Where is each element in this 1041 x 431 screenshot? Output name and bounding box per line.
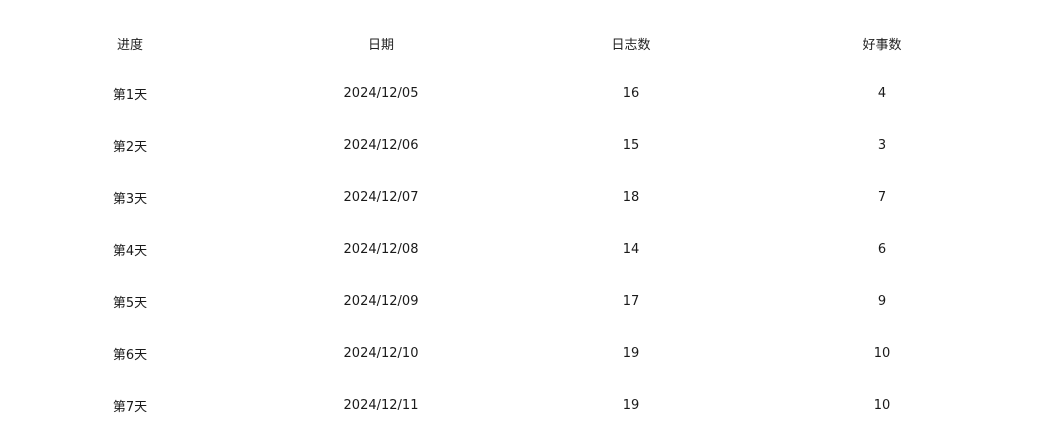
cell-progress: 第1天	[112, 87, 148, 103]
cell-log-count: 15	[622, 137, 640, 153]
cell-date: 2024/12/07	[343, 189, 419, 205]
table-row: 第7天 2024/12/11 19 10	[0, 379, 1041, 431]
cell-good-count: 3	[877, 137, 887, 153]
cell-good-count: 9	[877, 293, 887, 309]
cell-date: 2024/12/11	[343, 397, 419, 413]
cell-date: 2024/12/10	[343, 345, 419, 361]
cell-log-count: 19	[622, 345, 640, 361]
cell-log-count: 18	[622, 189, 640, 205]
cell-good-count: 6	[877, 241, 887, 257]
table-row: 第4天 2024/12/08 14 6	[0, 223, 1041, 275]
column-header-log-count: 日志数	[611, 37, 651, 53]
cell-progress: 第5天	[112, 295, 148, 311]
table-header-row: 进度 日期 日志数 好事数	[0, 17, 1041, 69]
cell-log-count: 16	[622, 85, 640, 101]
cell-good-count: 7	[877, 189, 887, 205]
cell-progress: 第6天	[112, 347, 148, 363]
cell-log-count: 14	[622, 241, 640, 257]
cell-good-count: 10	[873, 397, 891, 413]
cell-date: 2024/12/06	[343, 137, 419, 153]
table-row: 第6天 2024/12/10 19 10	[0, 327, 1041, 379]
cell-progress: 第2天	[112, 139, 148, 155]
table-row: 第5天 2024/12/09 17 9	[0, 275, 1041, 327]
cell-date: 2024/12/08	[343, 241, 419, 257]
cell-good-count: 4	[877, 85, 887, 101]
table-row: 第2天 2024/12/06 15 3	[0, 119, 1041, 171]
cell-date: 2024/12/05	[343, 85, 419, 101]
table-row: 第1天 2024/12/05 16 4	[0, 67, 1041, 119]
cell-good-count: 10	[873, 345, 891, 361]
cell-progress: 第7天	[112, 399, 148, 415]
cell-progress: 第3天	[112, 191, 148, 207]
cell-date: 2024/12/09	[343, 293, 419, 309]
column-header-progress: 进度	[116, 37, 143, 53]
column-header-good-count: 好事数	[862, 37, 902, 53]
cell-progress: 第4天	[112, 243, 148, 259]
column-header-date: 日期	[367, 37, 394, 53]
table-row: 第3天 2024/12/07 18 7	[0, 171, 1041, 223]
cell-log-count: 19	[622, 397, 640, 413]
cell-log-count: 17	[622, 293, 640, 309]
